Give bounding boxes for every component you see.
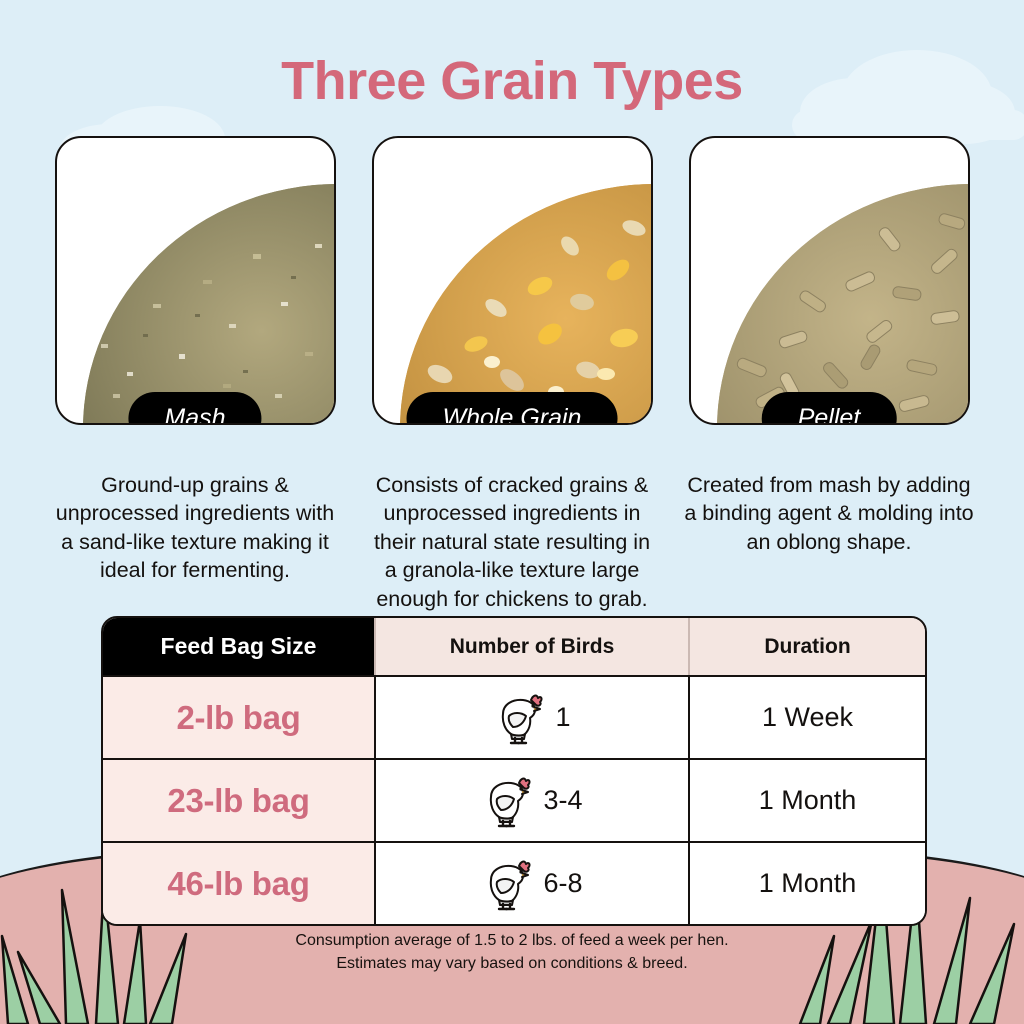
grain-cards-row: Mash Ground-up grains & unprocessed ingr…: [0, 136, 1024, 613]
birds-count: 3-4: [543, 785, 583, 815]
table-header-number-of-birds: Number of Birds: [374, 618, 688, 675]
table-row: 46-lb bag: [103, 841, 925, 924]
grain-card-whole-grain: Whole Grain Consists of cracked grains &…: [367, 136, 657, 613]
table-row: 2-lb bag: [103, 675, 925, 758]
footnote: Consumption average of 1.5 to 2 lbs. of …: [0, 929, 1024, 975]
page-title: Three Grain Types: [281, 51, 743, 111]
grain-label-whole-grain: Whole Grain: [406, 392, 618, 423]
birds-group: 1: [493, 690, 571, 746]
birds-group: 6-8: [481, 856, 583, 912]
cell-bag-size: 2-lb bag: [103, 677, 374, 758]
grain-photo-whole-grain: Whole Grain: [371, 136, 653, 425]
birds-group: 3-4: [481, 773, 583, 829]
whole-grain-pile-image: [399, 184, 651, 423]
grass-cluster-right: [798, 864, 1016, 1024]
hen-icon: [502, 694, 543, 744]
birds-count: 6-8: [543, 868, 583, 898]
footnote-line-1: Consumption average of 1.5 to 2 lbs. of …: [295, 932, 729, 949]
birds-count: 1: [555, 702, 571, 732]
grain-photo-mash: Mash: [54, 136, 336, 425]
mash-pile-image: [82, 184, 334, 423]
table-header-row: Feed Bag Size Number of Birds Duration: [103, 618, 925, 675]
grain-card-mash: Mash Ground-up grains & unprocessed ingr…: [50, 136, 340, 613]
cell-duration: 1 Week: [688, 677, 925, 758]
cell-number-of-birds: 6-8: [374, 843, 688, 924]
cell-number-of-birds: 3-4: [374, 760, 688, 841]
hen-icon: [490, 777, 531, 827]
cell-duration: 1 Month: [688, 843, 925, 924]
feed-bag-table: Feed Bag Size Number of Birds Duration 2…: [101, 616, 927, 926]
cell-duration: 1 Month: [688, 760, 925, 841]
grain-description-whole-grain: Consists of cracked grains & unprocessed…: [373, 473, 651, 611]
table-row: 23-lb bag: [103, 758, 925, 841]
grain-label-pellet: Pellet: [761, 392, 897, 423]
grain-card-pellet: Pellet Created from mash by adding a bin…: [684, 136, 974, 613]
pellet-pile-image: [716, 184, 968, 423]
grass-cluster-left: [0, 882, 188, 1024]
cell-bag-size: 46-lb bag: [103, 843, 374, 924]
grain-label-mash: Mash: [128, 392, 262, 423]
cell-bag-size: 23-lb bag: [103, 760, 374, 841]
grain-photo-pellet: Pellet: [688, 136, 970, 425]
grain-description-mash: Ground-up grains & unprocessed ingredien…: [55, 473, 335, 583]
table-header-duration: Duration: [688, 618, 925, 675]
footnote-line-2: Estimates may vary based on conditions &…: [336, 955, 688, 973]
cell-number-of-birds: 1: [374, 677, 688, 758]
grain-description-pellet: Created from mash by adding a binding ag…: [684, 473, 974, 554]
hen-icon: [490, 860, 531, 910]
table-header-feed-bag-size: Feed Bag Size: [103, 618, 374, 675]
